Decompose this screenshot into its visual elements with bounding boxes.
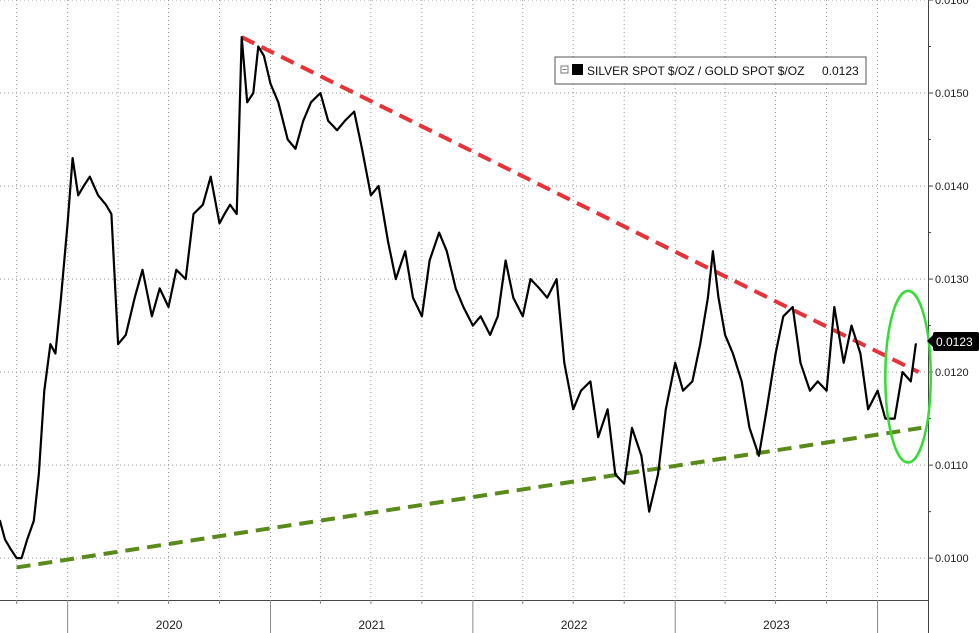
legend-series-name: SILVER SPOT $/OZ / GOLD SPOT $/OZ <box>587 64 804 78</box>
legend-swatch <box>572 64 583 75</box>
y-tick-label: 0.0120 <box>935 367 969 379</box>
last-value-box <box>933 332 979 351</box>
y-tick-label: 0.0140 <box>935 181 969 193</box>
last-value-pointer <box>927 334 934 348</box>
y-tick-label: 0.0130 <box>935 274 969 286</box>
legend-series-value: 0.0123 <box>822 64 859 78</box>
last-value-label: 0.0123 <box>927 332 979 351</box>
y-tick-label: 0.0110 <box>935 460 968 472</box>
trendlines <box>16 35 922 570</box>
y-tick-label: 0.0150 <box>935 88 969 100</box>
legend[interactable]: SILVER SPOT $/OZ / GOLD SPOT $/OZ 0.0123 <box>554 56 867 85</box>
y-tick-label: 0.0160 <box>935 0 969 7</box>
y-tick-label: 0.0100 <box>935 553 969 565</box>
series-layer <box>0 36 917 560</box>
highlight-ellipse <box>884 289 933 464</box>
highlight-layer <box>884 289 933 464</box>
x-tick-label: 2022 <box>561 618 588 632</box>
legend-box <box>554 56 867 85</box>
series-line <box>0 36 917 560</box>
trendline-resistance <box>240 35 920 374</box>
last-value-text: 0.0123 <box>936 335 973 349</box>
x-tick-label: 2023 <box>763 618 790 632</box>
x-tick-label: 2020 <box>156 618 183 632</box>
x-tick-label: 2021 <box>358 618 385 632</box>
